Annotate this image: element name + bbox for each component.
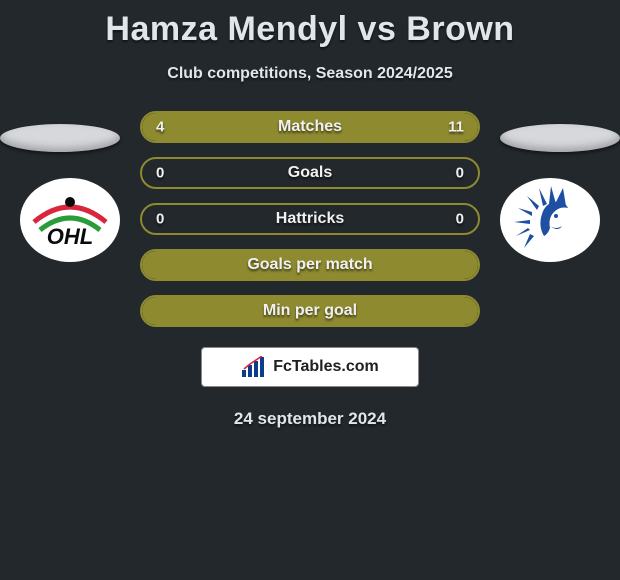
stat-label: Goals	[288, 164, 332, 182]
stat-row: 0 0 Goals	[140, 157, 480, 189]
watermark: FcTables.com	[201, 347, 419, 387]
stat-label: Hattricks	[276, 210, 344, 228]
stat-right-value: 11	[448, 119, 464, 136]
subtitle: Club competitions, Season 2024/2025	[0, 65, 620, 83]
bar-chart-icon	[241, 356, 267, 378]
stat-row: Goals per match	[140, 249, 480, 281]
stat-row: Min per goal	[140, 295, 480, 327]
stat-right-value: 0	[456, 211, 464, 228]
page-title: Hamza Mendyl vs Brown	[0, 0, 620, 49]
stats-rows: 4 11 Matches 0 0 Goals 0 0 Hattricks Goals per ma…	[140, 111, 480, 327]
stat-label: Min per goal	[263, 302, 357, 320]
stat-left-value: 0	[156, 165, 164, 182]
stat-left-value: 0	[156, 211, 164, 228]
stat-label: Matches	[278, 118, 342, 136]
stat-right-value: 0	[456, 165, 464, 182]
stat-left-value: 4	[156, 119, 164, 136]
watermark-text: FcTables.com	[273, 358, 379, 376]
stat-row: 4 11 Matches	[140, 111, 480, 143]
stat-row: 0 0 Hattricks	[140, 203, 480, 235]
date-text: 24 september 2024	[0, 409, 620, 429]
stats-content: 4 11 Matches 0 0 Goals 0 0 Hattricks Goals per ma…	[0, 111, 620, 429]
stat-label: Goals per match	[247, 256, 372, 274]
stat-fill-right	[232, 113, 478, 141]
